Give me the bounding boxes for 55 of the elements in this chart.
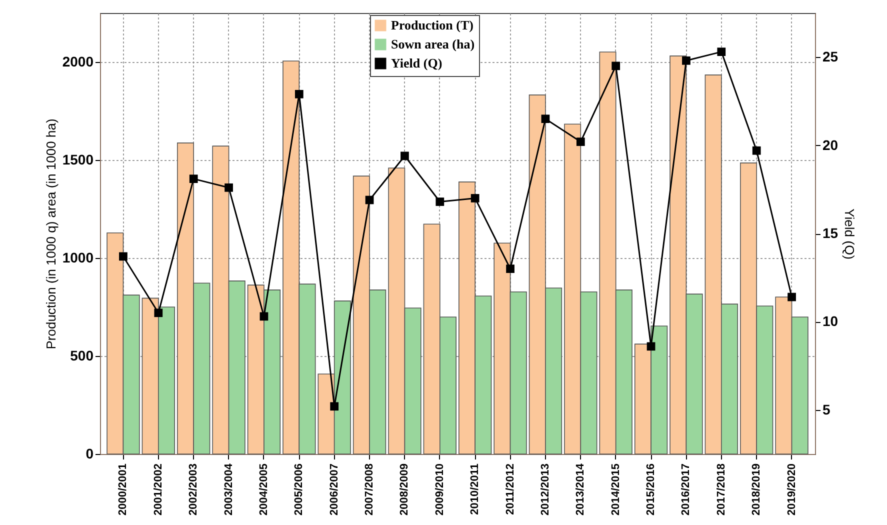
x-tick-label: 2007/2008 <box>364 464 376 516</box>
y-tick-label: 500 <box>70 348 94 364</box>
point <box>717 48 726 56</box>
x-tick-label: 2012/2013 <box>539 464 552 516</box>
x-tick-label: 2014/2015 <box>610 464 622 516</box>
legend-label: Production (T) <box>391 18 474 32</box>
x-tick-label: 2008/2009 <box>398 464 411 516</box>
point <box>788 292 796 302</box>
point <box>119 252 128 261</box>
x-tick-label: 2018/2019 <box>750 464 763 516</box>
point <box>154 308 163 318</box>
x-tick-label: 2010/2011 <box>469 464 482 515</box>
y2-tick-label: 20 <box>822 136 838 153</box>
y2-tick-label: 10 <box>822 313 838 330</box>
y-axis-title: Production (in 1000 q) area (in 1000 ha) <box>43 118 58 350</box>
x-tick-label: 2002/2003 <box>188 464 200 516</box>
point <box>365 196 374 204</box>
x-tick-label: 2011/2012 <box>504 464 516 515</box>
legend-label: Yield (Q) <box>391 56 442 70</box>
y2-axis-title: Yield (Q) <box>842 208 858 260</box>
point <box>224 183 233 192</box>
point <box>470 194 480 202</box>
y-tick-label: 0 <box>86 446 94 462</box>
point <box>260 312 268 321</box>
y-tick-label: 2000 <box>62 54 94 70</box>
point <box>576 138 585 146</box>
legend-label: Sown area (ha) <box>391 36 475 52</box>
x-tick-label: 2013/2014 <box>574 462 587 516</box>
point <box>330 402 339 411</box>
point <box>682 56 690 65</box>
point <box>541 114 550 124</box>
x-tick-label: 2019/2020 <box>786 464 798 516</box>
x-tick-label: 2016/2017 <box>680 464 692 516</box>
point <box>400 152 409 160</box>
x-tick-label: 2006/2007 <box>328 464 340 516</box>
x-tick-label: 2009/2010 <box>434 464 446 516</box>
x-tick-label: 2000/2001 <box>117 464 130 516</box>
point <box>506 264 514 273</box>
y2-tick-label: 25 <box>822 48 838 65</box>
y2-tick-label: 15 <box>822 225 838 241</box>
point <box>189 174 198 183</box>
point <box>752 146 761 155</box>
x-tick-label: 2003/2004 <box>222 462 235 516</box>
point <box>612 62 620 70</box>
y-tick-label: 1000 <box>62 250 94 266</box>
x-tick-label: 2017/2018 <box>715 464 728 516</box>
point <box>436 198 444 206</box>
y-tick-label: 1500 <box>62 152 94 168</box>
x-tick-label: 2001/2002 <box>152 464 164 516</box>
y2-tick-label: 5 <box>822 401 830 418</box>
point <box>646 342 656 351</box>
x-tick-label: 2015/2016 <box>645 464 658 516</box>
x-tick-label: 2004/2005 <box>258 464 270 516</box>
point <box>294 90 304 98</box>
x-tick-label: 2005/2006 <box>293 464 306 516</box>
